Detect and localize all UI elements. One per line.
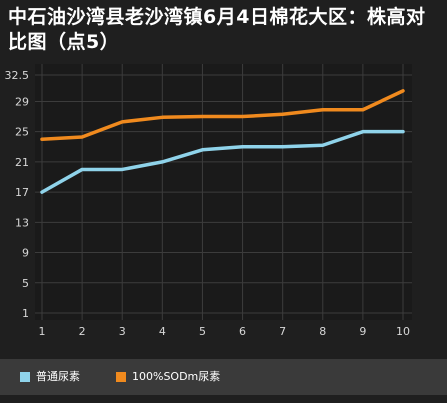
series-line-1 (40, 129, 405, 194)
x-tick-label: 4 (159, 325, 166, 338)
legend-item-series-1[interactable]: 普通尿素 (20, 370, 80, 384)
x-tick-label: 2 (79, 325, 86, 338)
y-tick-label: 9 (22, 247, 29, 260)
x-tick-label: 7 (279, 325, 286, 338)
x-tick-label: 8 (319, 325, 326, 338)
y-tick-label: 1 (22, 307, 29, 320)
y-tick-label: 32.5 (5, 69, 30, 82)
y-tick-labels: 1 5 9 13 17 21 25 29 32.5 (5, 69, 30, 320)
chart-svg: 1 5 9 13 17 21 25 29 32.5 1 2 3 4 5 6 7 8 9 10 (5, 64, 412, 338)
y-tick-label: 21 (15, 156, 29, 169)
legend-item-series-2[interactable]: 100%SODm尿素 (116, 370, 220, 384)
x-tick-label: 3 (119, 325, 126, 338)
x-tick-label: 9 (359, 325, 366, 338)
y-tick-label: 17 (15, 186, 29, 199)
legend-swatch-series-1 (20, 372, 30, 382)
legend-label-series-2: 100%SODm尿素 (132, 370, 221, 383)
series-line-2 (40, 89, 405, 141)
y-tick-label: 5 (22, 277, 29, 290)
x-tick-labels: 1 2 3 4 5 6 7 8 9 10 (39, 325, 411, 338)
y-tick-label: 13 (15, 216, 29, 229)
legend-swatch-series-2 (116, 372, 126, 382)
x-tick-label: 1 (39, 325, 46, 338)
chart-title: 中石油沙湾县老沙湾镇6月4日棉花大区：株高对比图（点5） (8, 6, 426, 53)
legend-label-series-1: 普通尿素 (36, 370, 80, 383)
series-lines (40, 89, 405, 194)
x-tick-label: 5 (199, 325, 206, 338)
y-tick-label: 29 (15, 95, 29, 108)
y-tick-label: 25 (15, 126, 29, 139)
legend: 普通尿素 100%SODm尿素 (0, 359, 447, 395)
x-tick-label: 10 (396, 325, 410, 338)
x-tick-label: 6 (239, 325, 246, 338)
bottom-strip (0, 395, 447, 403)
